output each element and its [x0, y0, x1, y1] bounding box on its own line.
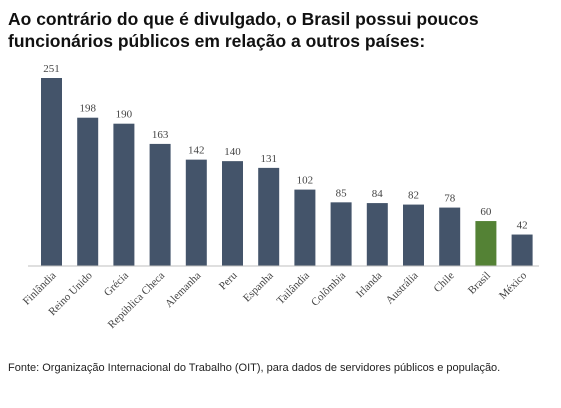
category-label-mexico: México — [497, 269, 530, 302]
value-label-colombia: 85 — [336, 187, 348, 199]
bar-chile — [439, 207, 461, 266]
title-line-2: funcionários públicos em relação a outro… — [8, 31, 426, 51]
bar-finlandia — [41, 78, 62, 266]
source-note: Fonte: Organização Internacional do Trab… — [8, 362, 501, 374]
category-label-colombia: Colômbia — [309, 270, 348, 309]
value-label-chile: 78 — [444, 193, 456, 205]
bar-espanha — [258, 167, 280, 266]
bar-grecia — [113, 123, 135, 266]
value-label-brasil: 60 — [480, 206, 492, 218]
value-label-australia: 82 — [408, 190, 419, 202]
category-label-irlanda: Irlanda — [354, 270, 385, 301]
category-label-grecia: Grécia — [102, 270, 131, 299]
value-label-peru: 140 — [224, 146, 241, 158]
bar-peru — [222, 161, 243, 266]
value-label-alemanha: 142 — [188, 145, 205, 157]
value-labels-group: 251 198 190 163 142 140 131 102 85 84 82 78 60 42 — [43, 63, 527, 232]
bar-irlanda — [366, 203, 388, 266]
value-label-espanha: 131 — [260, 153, 277, 165]
bar-brasil — [475, 221, 497, 266]
category-label-espanha: Espanha — [241, 270, 276, 305]
bar-mexico — [511, 234, 533, 266]
category-label-brasil: Brasil — [466, 270, 493, 297]
value-label-tailandia: 102 — [297, 175, 314, 187]
category-label-tailandia: Tailândia — [275, 270, 312, 307]
value-label-grecia: 190 — [116, 109, 133, 121]
title-line-1: Ao contrário do que é divulgado, o Brasi… — [8, 9, 479, 29]
value-label-republica-checa: 163 — [152, 129, 169, 141]
value-label-mexico: 42 — [517, 220, 528, 232]
bar-australia — [403, 204, 424, 266]
value-label-reino-unido: 198 — [79, 103, 96, 115]
chart-title: Ao contrário do que é divulgado, o Brasi… — [8, 8, 558, 52]
bar-tailandia — [294, 189, 316, 266]
bars-group — [41, 78, 533, 267]
category-label-alemanha: Alemanha — [163, 270, 204, 311]
value-label-finlandia: 251 — [43, 63, 60, 75]
bar-alemanha — [185, 159, 207, 266]
category-label-chile: Chile — [431, 270, 456, 295]
category-label-peru: Peru — [217, 269, 240, 292]
bar-republica-checa — [149, 143, 171, 266]
bar-reino-unido — [77, 117, 99, 267]
value-label-irlanda: 84 — [372, 188, 384, 200]
category-label-australia: Austrália — [384, 270, 421, 307]
bar-colombia — [330, 202, 352, 266]
